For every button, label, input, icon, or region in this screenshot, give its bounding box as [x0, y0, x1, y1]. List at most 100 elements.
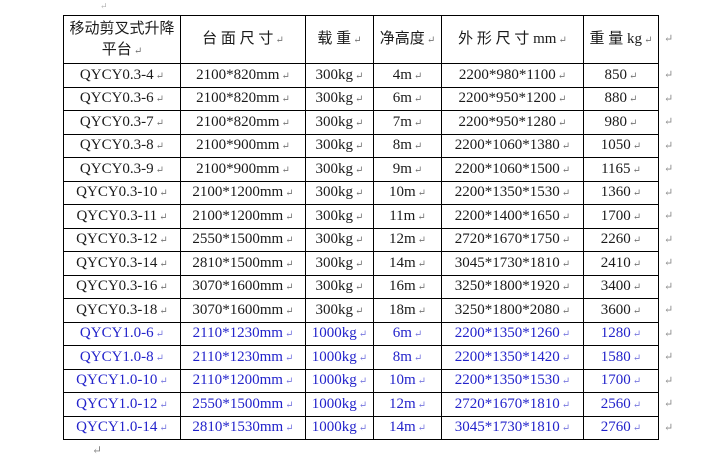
cell-dims[interactable]: 2720*1670*1750 ↵	[441, 227, 584, 252]
cell-load[interactable]: 300kg ↵	[305, 274, 374, 299]
cell-height[interactable]: 6m ↵	[373, 321, 442, 346]
cell-weight[interactable]: 3600 ↵	[583, 298, 659, 323]
cell-load[interactable]: 300kg ↵	[305, 251, 374, 276]
cell-dims[interactable]: 2200*1060*1380 ↵	[441, 133, 584, 158]
cell-model[interactable]: QYCY0.3-12 ↵	[63, 227, 181, 252]
cell-load[interactable]: 1000kg ↵	[305, 345, 374, 370]
cell-weight[interactable]: 2410 ↵	[583, 251, 659, 276]
cell-height[interactable]: 11m ↵	[373, 204, 442, 229]
cell-model[interactable]: QYCY0.3-11 ↵	[63, 204, 181, 229]
cell-dims[interactable]: 2200*1350*1530 ↵	[441, 180, 584, 205]
cell-model[interactable]: QYCY1.0-14 ↵	[63, 415, 181, 440]
cell-load[interactable]: 300kg ↵	[305, 204, 374, 229]
cell-dims[interactable]: 3250*1800*2080 ↵	[441, 298, 584, 323]
cell-height[interactable]: 14m ↵	[373, 251, 442, 276]
cell-weight[interactable]: 2560 ↵	[583, 392, 659, 417]
cell-platform[interactable]: 2100*820mm ↵	[180, 110, 306, 135]
cell-model[interactable]: QYCY0.3-10 ↵	[63, 180, 181, 205]
cell-dims[interactable]: 2200*1350*1260 ↵	[441, 321, 584, 346]
cell-platform[interactable]: 2110*1230mm ↵	[180, 321, 306, 346]
cell-model[interactable]: QYCY0.3-6 ↵	[63, 86, 181, 111]
cell-model[interactable]: QYCY0.3-9 ↵	[63, 157, 181, 182]
cell-weight[interactable]: 880 ↵	[583, 86, 659, 111]
cell-weight[interactable]: 1050 ↵	[583, 133, 659, 158]
cell-dims[interactable]: 2200*1400*1650 ↵	[441, 204, 584, 229]
cell-height[interactable]: 10m ↵	[373, 368, 442, 393]
cell-weight[interactable]: 1700 ↵	[583, 204, 659, 229]
cell-load[interactable]: 300kg ↵	[305, 110, 374, 135]
cell-model[interactable]: QYCY1.0-10 ↵	[63, 368, 181, 393]
cell-height[interactable]: 10m ↵	[373, 180, 442, 205]
header-cell-load[interactable]: 载 重 ↵	[305, 15, 374, 64]
cell-weight[interactable]: 1580 ↵	[583, 345, 659, 370]
cell-weight[interactable]: 2260 ↵	[583, 227, 659, 252]
cell-weight[interactable]: 980 ↵	[583, 110, 659, 135]
cell-model[interactable]: QYCY0.3-18 ↵	[63, 298, 181, 323]
cell-load[interactable]: 1000kg ↵	[305, 321, 374, 346]
cell-dims[interactable]: 2200*950*1280 ↵	[441, 110, 584, 135]
cell-dims[interactable]: 3045*1730*1810 ↵	[441, 251, 584, 276]
cell-model[interactable]: QYCY1.0-12 ↵	[63, 392, 181, 417]
cell-height[interactable]: 8m ↵	[373, 133, 442, 158]
cell-weight[interactable]: 1700 ↵	[583, 368, 659, 393]
cell-platform[interactable]: 2810*1500mm ↵	[180, 251, 306, 276]
cell-load[interactable]: 300kg ↵	[305, 63, 374, 88]
cell-weight[interactable]: 1280 ↵	[583, 321, 659, 346]
cell-load[interactable]: 1000kg ↵	[305, 415, 374, 440]
header-cell-model[interactable]: 移动剪叉式升降平台 ↵	[63, 15, 181, 64]
cell-platform[interactable]: 2810*1530mm ↵	[180, 415, 306, 440]
cell-height[interactable]: 8m ↵	[373, 345, 442, 370]
cell-dims[interactable]: 3250*1800*1920 ↵	[441, 274, 584, 299]
cell-load[interactable]: 300kg ↵	[305, 227, 374, 252]
cell-height[interactable]: 18m ↵	[373, 298, 442, 323]
cell-platform[interactable]: 3070*1600mm ↵	[180, 274, 306, 299]
cell-platform[interactable]: 2550*1500mm ↵	[180, 392, 306, 417]
cell-height[interactable]: 14m ↵	[373, 415, 442, 440]
cell-load[interactable]: 1000kg ↵	[305, 368, 374, 393]
cell-platform[interactable]: 2100*900mm ↵	[180, 133, 306, 158]
cell-load[interactable]: 300kg ↵	[305, 157, 374, 182]
cell-model[interactable]: QYCY0.3-14 ↵	[63, 251, 181, 276]
cell-model[interactable]: QYCY0.3-16 ↵	[63, 274, 181, 299]
cell-platform[interactable]: 2100*820mm ↵	[180, 63, 306, 88]
cell-dims[interactable]: 2720*1670*1810 ↵	[441, 392, 584, 417]
cell-dims[interactable]: 2200*1060*1500 ↵	[441, 157, 584, 182]
cell-weight[interactable]: 850 ↵	[583, 63, 659, 88]
cell-height[interactable]: 6m ↵	[373, 86, 442, 111]
cell-dims[interactable]: 3045*1730*1810 ↵	[441, 415, 584, 440]
header-cell-lift-height[interactable]: 净高度 ↵	[373, 15, 442, 64]
cell-height[interactable]: 16m ↵	[373, 274, 442, 299]
cell-model[interactable]: QYCY0.3-4 ↵	[63, 63, 181, 88]
cell-weight[interactable]: 2760 ↵	[583, 415, 659, 440]
cell-platform[interactable]: 3070*1600mm ↵	[180, 298, 306, 323]
cell-load[interactable]: 300kg ↵	[305, 180, 374, 205]
cell-model[interactable]: QYCY1.0-8 ↵	[63, 345, 181, 370]
cell-dims[interactable]: 2200*1350*1530 ↵	[441, 368, 584, 393]
cell-weight[interactable]: 3400 ↵	[583, 274, 659, 299]
cell-platform[interactable]: 2100*900mm ↵	[180, 157, 306, 182]
cell-load[interactable]: 1000kg ↵	[305, 392, 374, 417]
cell-model[interactable]: QYCY0.3-8 ↵	[63, 133, 181, 158]
cell-dims[interactable]: 2200*950*1200 ↵	[441, 86, 584, 111]
cell-load[interactable]: 300kg ↵	[305, 298, 374, 323]
header-cell-overall-size[interactable]: 外 形 尺 寸 mm ↵	[441, 15, 584, 64]
cell-load[interactable]: 300kg ↵	[305, 133, 374, 158]
cell-model[interactable]: QYCY0.3-7 ↵	[63, 110, 181, 135]
cell-height[interactable]: 9m ↵	[373, 157, 442, 182]
cell-platform[interactable]: 2100*1200mm ↵	[180, 204, 306, 229]
cell-dims[interactable]: 2200*1350*1420 ↵	[441, 345, 584, 370]
cell-height[interactable]: 12m ↵	[373, 392, 442, 417]
cell-platform[interactable]: 2110*1200mm ↵	[180, 368, 306, 393]
cell-height[interactable]: 4m ↵	[373, 63, 442, 88]
cell-height[interactable]: 7m ↵	[373, 110, 442, 135]
cell-platform[interactable]: 2550*1500mm ↵	[180, 227, 306, 252]
cell-weight[interactable]: 1360 ↵	[583, 180, 659, 205]
header-cell-platform-size[interactable]: 台 面 尺 寸 ↵	[180, 15, 306, 64]
cell-model[interactable]: QYCY1.0-6 ↵	[63, 321, 181, 346]
cell-dims[interactable]: 2200*980*1100 ↵	[441, 63, 584, 88]
cell-weight[interactable]: 1165 ↵	[583, 157, 659, 182]
cell-platform[interactable]: 2110*1230mm ↵	[180, 345, 306, 370]
cell-platform[interactable]: 2100*1200mm ↵	[180, 180, 306, 205]
header-cell-weight[interactable]: 重 量 kg ↵	[583, 15, 659, 64]
cell-load[interactable]: 300kg ↵	[305, 86, 374, 111]
